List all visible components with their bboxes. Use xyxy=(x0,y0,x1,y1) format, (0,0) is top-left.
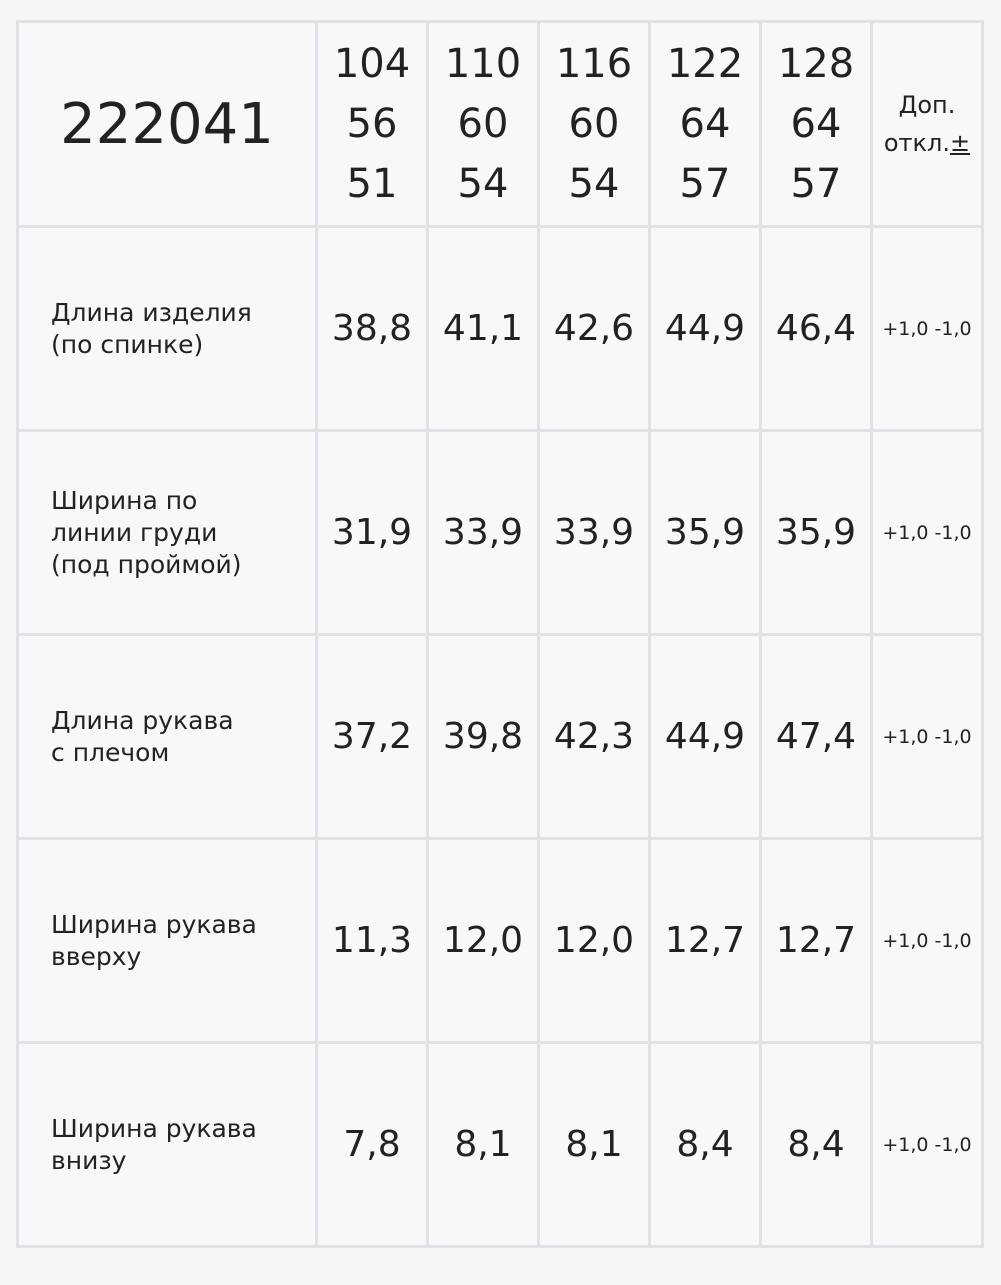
measurement-value: 41,1 xyxy=(426,225,540,432)
size-value: 64 xyxy=(790,101,842,147)
measurement-value: 35,9 xyxy=(759,429,873,636)
measurement-value: 38,8 xyxy=(315,225,429,432)
measurement-value: 39,8 xyxy=(426,633,540,840)
measurement-label: Длина изделия (по спинке) xyxy=(16,225,318,432)
measurement-row: Ширина рукава внизу 7,8 8,1 8,1 8,4 8,4 +1,0 -1… xyxy=(16,1041,984,1248)
size-value: 60 xyxy=(457,101,509,147)
size-header-128: 128 64 57 xyxy=(759,20,873,228)
measurement-label: Длина рукава с плечом xyxy=(16,633,318,840)
size-value: 116 xyxy=(555,41,633,87)
size-value: 60 xyxy=(568,101,620,147)
size-value: 54 xyxy=(457,161,509,207)
measurement-value: 12,7 xyxy=(648,837,762,1044)
tolerance-header: Доп. откл.± xyxy=(870,20,984,228)
tolerance-line2: откл. xyxy=(883,129,951,157)
header-row: 222041 104 56 51 110 60 54 116 60 54 122 64 57 128 64… xyxy=(16,20,984,228)
measurement-value: 8,4 xyxy=(648,1041,762,1248)
measurement-value: 33,9 xyxy=(537,429,651,636)
size-chart-table: 222041 104 56 51 110 60 54 116 60 54 122 64 57 128 64… xyxy=(16,20,984,1248)
measurement-value: 44,9 xyxy=(648,633,762,840)
measurement-label: Ширина рукава вверху xyxy=(16,837,318,1044)
measurement-row: Ширина по линии груди (под проймой) 31,9 33,… xyxy=(16,429,984,636)
measurement-value: 37,2 xyxy=(315,633,429,840)
label-line: внизу xyxy=(51,1145,127,1175)
size-value: 110 xyxy=(444,41,522,87)
measurement-value: 8,4 xyxy=(759,1041,873,1248)
measurement-value: 12,7 xyxy=(759,837,873,1044)
measurement-value: 12,0 xyxy=(537,837,651,1044)
tolerance-value: +1,0 -1,0 xyxy=(870,225,984,432)
size-value: 128 xyxy=(777,41,855,87)
measurement-value: 42,3 xyxy=(537,633,651,840)
measurement-value: 7,8 xyxy=(315,1041,429,1248)
label-line: (под проймой) xyxy=(51,549,242,579)
tolerance-value: +1,0 -1,0 xyxy=(870,429,984,636)
measurement-value: 44,9 xyxy=(648,225,762,432)
size-value: 64 xyxy=(679,101,731,147)
size-value: 56 xyxy=(346,101,398,147)
measurement-value: 12,0 xyxy=(426,837,540,1044)
size-value: 57 xyxy=(790,161,842,207)
label-line: с плечом xyxy=(51,737,170,767)
label-line: Ширина рукава xyxy=(51,1113,257,1143)
size-value: 54 xyxy=(568,161,620,207)
size-header-110: 110 60 54 xyxy=(426,20,540,228)
tolerance-value: +1,0 -1,0 xyxy=(870,837,984,1044)
measurement-row: Длина изделия (по спинке) 38,8 41,1 42,6 44,9… xyxy=(16,225,984,432)
measurement-value: 8,1 xyxy=(537,1041,651,1248)
article-number: 222041 xyxy=(16,20,318,228)
tolerance-value: +1,0 -1,0 xyxy=(870,633,984,840)
label-line: Ширина рукава xyxy=(51,909,257,939)
label-line: вверху xyxy=(51,941,142,971)
measurement-value: 8,1 xyxy=(426,1041,540,1248)
size-header-122: 122 64 57 xyxy=(648,20,762,228)
measurement-value: 47,4 xyxy=(759,633,873,840)
measurement-value: 46,4 xyxy=(759,225,873,432)
measurement-value: 11,3 xyxy=(315,837,429,1044)
size-header-116: 116 60 54 xyxy=(537,20,651,228)
measurement-label: Ширина рукава внизу xyxy=(16,1041,318,1248)
label-line: линии груди xyxy=(51,517,218,547)
measurement-row: Длина рукава с плечом 37,2 39,8 42,3 44,9 47,4… xyxy=(16,633,984,840)
label-line: Длина изделия xyxy=(51,297,252,327)
tolerance-value: +1,0 -1,0 xyxy=(870,1041,984,1248)
measurement-row: Ширина рукава вверху 11,3 12,0 12,0 12,7 12,7 +… xyxy=(16,837,984,1044)
measurement-value: 33,9 xyxy=(426,429,540,636)
size-value: 57 xyxy=(679,161,731,207)
size-value: 51 xyxy=(346,161,398,207)
plus-minus-symbol: ± xyxy=(950,129,971,157)
size-header-104: 104 56 51 xyxy=(315,20,429,228)
label-line: (по спинке) xyxy=(51,329,204,359)
measurement-value: 31,9 xyxy=(315,429,429,636)
measurement-value: 35,9 xyxy=(648,429,762,636)
label-line: Ширина по xyxy=(51,485,198,515)
measurement-value: 42,6 xyxy=(537,225,651,432)
measurement-label: Ширина по линии груди (под проймой) xyxy=(16,429,318,636)
tolerance-line1: Доп. xyxy=(898,91,956,119)
label-line: Длина рукава xyxy=(51,705,234,735)
size-value: 122 xyxy=(666,41,744,87)
size-value: 104 xyxy=(333,41,411,87)
